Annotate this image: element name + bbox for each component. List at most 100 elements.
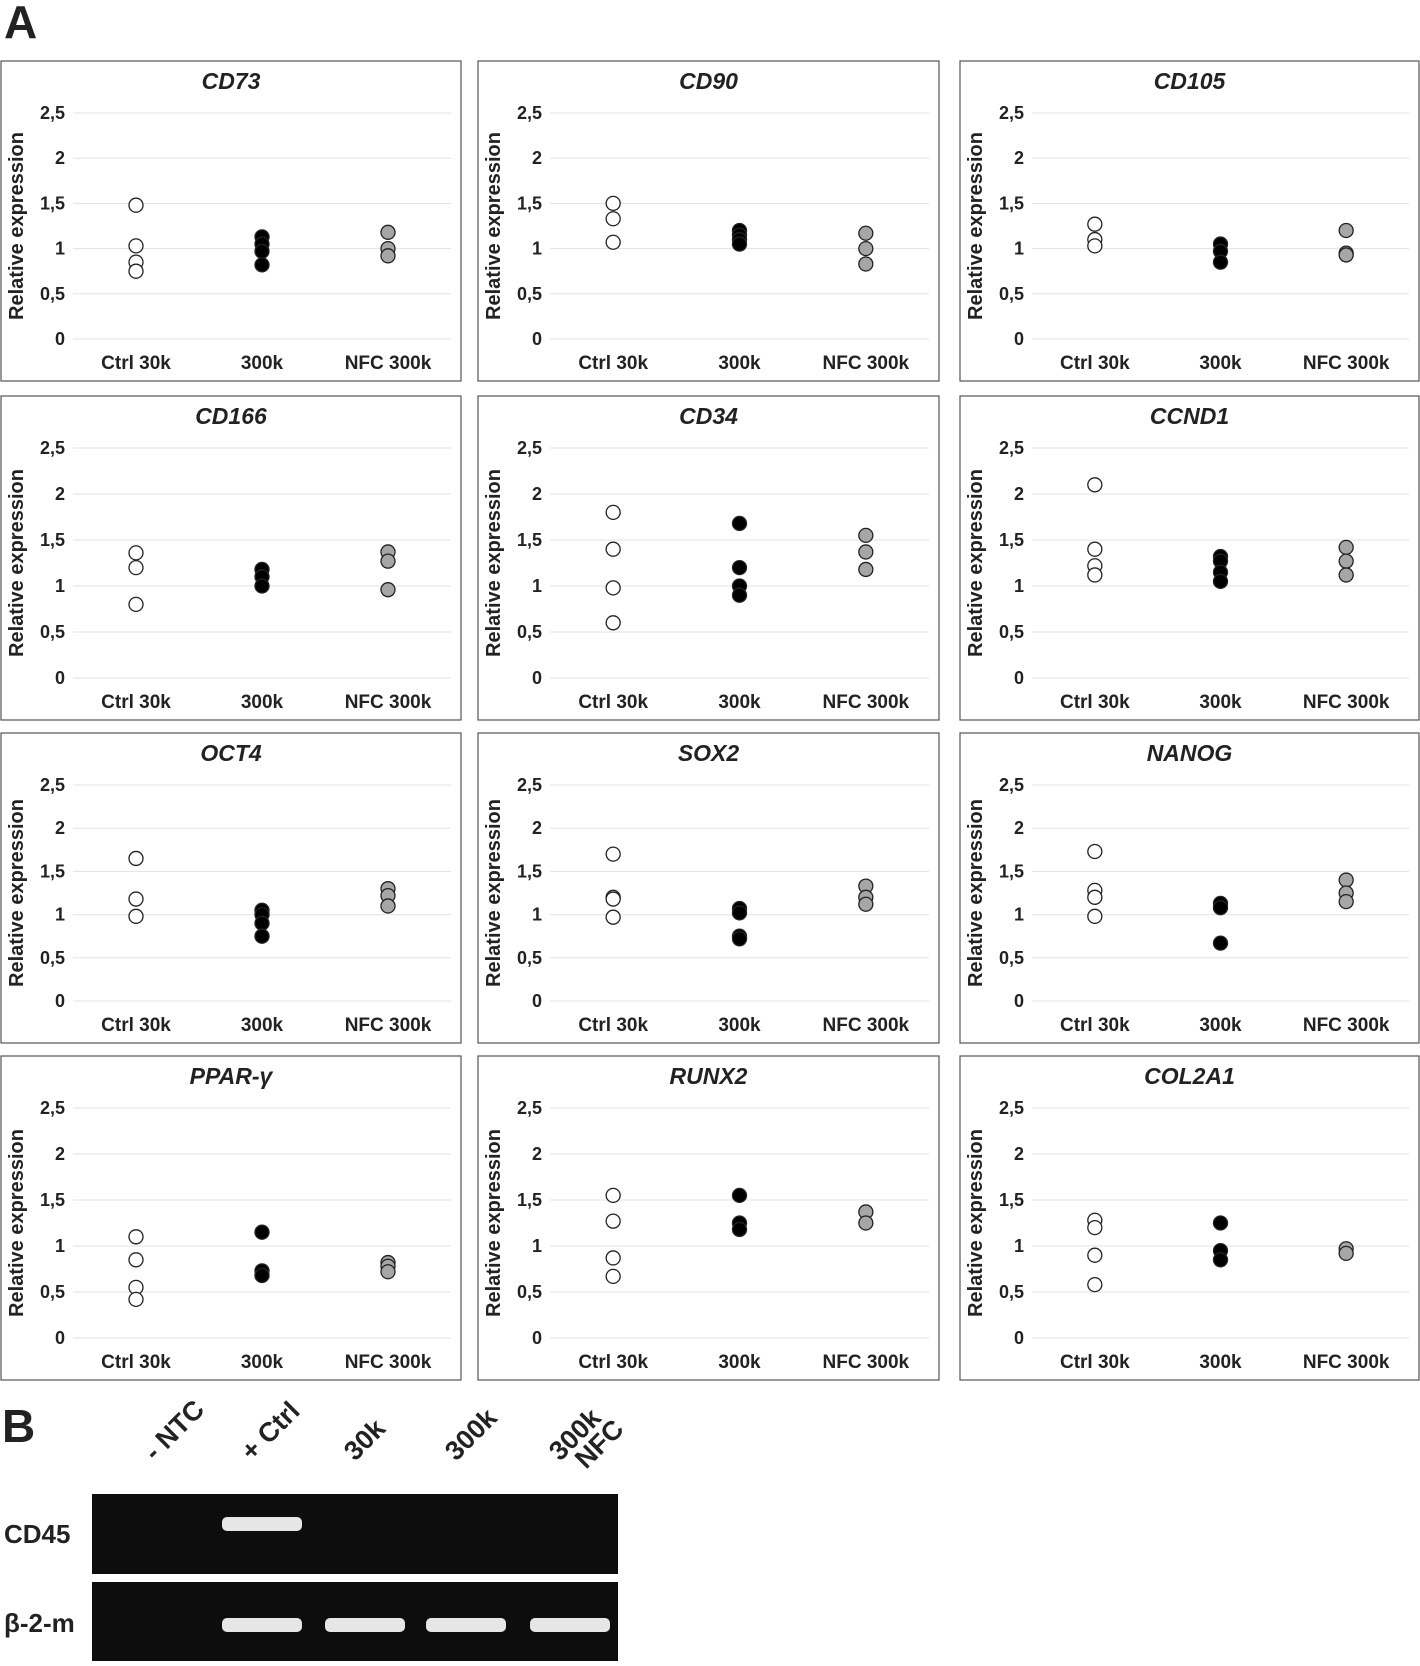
lane-label: 300k xyxy=(439,1402,503,1466)
y-tick-label: 0 xyxy=(55,991,65,1011)
data-point xyxy=(605,541,621,557)
y-tick-label: 1 xyxy=(55,1236,65,1256)
data-point xyxy=(731,587,748,603)
y-tick-label: 1 xyxy=(1014,576,1024,596)
panel-frame xyxy=(0,60,462,382)
gel-strip xyxy=(92,1494,618,1574)
data-point xyxy=(731,1187,748,1204)
data-point xyxy=(858,225,874,241)
data-point xyxy=(731,1221,748,1238)
data-point xyxy=(1212,1252,1229,1268)
y-tick-label: 1 xyxy=(55,239,65,259)
chart-title: CD105 xyxy=(1154,68,1227,94)
data-point xyxy=(1087,216,1103,232)
data-point xyxy=(128,596,144,613)
chart-title: CCND1 xyxy=(1150,403,1229,429)
x-tick-label: NFC 300k xyxy=(823,353,910,374)
x-tick-label: 300k xyxy=(241,353,284,374)
data-point xyxy=(731,559,748,576)
y-tick-label: 1,5 xyxy=(517,193,542,213)
y-tick-label: 1 xyxy=(1014,1236,1024,1256)
data-point xyxy=(605,1213,621,1229)
data-point xyxy=(1338,539,1354,556)
data-point xyxy=(1087,477,1103,493)
x-tick-label: NFC 300k xyxy=(1303,1015,1390,1036)
data-point xyxy=(1087,567,1103,583)
x-tick-label: 300k xyxy=(1199,1352,1242,1373)
y-axis-label: Relative expression xyxy=(6,132,28,320)
y-axis-label: Relative expression xyxy=(965,132,987,320)
y-axis-label: Relative expression xyxy=(483,1129,505,1317)
y-tick-label: 2 xyxy=(532,484,542,504)
y-tick-label: 2 xyxy=(1014,148,1024,168)
chart-title: OCT4 xyxy=(200,740,262,766)
x-tick-label: NFC 300k xyxy=(1303,692,1390,713)
x-tick-label: Ctrl 30k xyxy=(101,1352,171,1373)
x-tick-label: NFC 300k xyxy=(345,1352,432,1373)
y-tick-label: 0,5 xyxy=(999,1282,1024,1302)
data-point xyxy=(128,1252,144,1268)
y-axis-label: Relative expression xyxy=(6,1129,28,1317)
y-tick-label: 1 xyxy=(532,905,542,925)
y-tick-label: 2,5 xyxy=(999,775,1024,795)
data-point xyxy=(254,928,270,944)
data-point xyxy=(1338,567,1354,583)
data-point xyxy=(1087,889,1103,905)
y-tick-label: 0,5 xyxy=(517,622,542,642)
data-point xyxy=(1212,254,1229,270)
y-axis-label: Relative expression xyxy=(483,799,505,987)
x-tick-label: NFC 300k xyxy=(1303,1352,1390,1373)
y-tick-label: 2,5 xyxy=(40,103,65,123)
y-tick-label: 0,5 xyxy=(40,1282,65,1302)
y-tick-label: 1 xyxy=(55,905,65,925)
y-tick-label: 2,5 xyxy=(517,438,542,458)
data-point xyxy=(254,578,270,594)
y-tick-label: 0 xyxy=(55,1328,65,1348)
y-tick-label: 1,5 xyxy=(40,193,65,213)
x-tick-label: 300k xyxy=(718,1015,761,1036)
x-tick-label: 300k xyxy=(718,692,761,713)
data-point xyxy=(128,559,144,576)
y-tick-label: 1,5 xyxy=(517,1190,542,1210)
x-tick-label: 300k xyxy=(1199,1015,1242,1036)
y-tick-label: 0,5 xyxy=(999,622,1024,642)
data-point xyxy=(1212,573,1229,590)
data-point xyxy=(1212,900,1229,916)
data-point xyxy=(858,256,874,272)
lane-label: + Ctrl xyxy=(235,1396,306,1467)
x-tick-label: 300k xyxy=(241,1352,284,1373)
data-point xyxy=(858,561,874,578)
y-tick-label: 0,5 xyxy=(40,622,65,642)
chart-title: PPAR-γ xyxy=(190,1063,274,1089)
y-tick-label: 1,5 xyxy=(999,193,1024,213)
data-point xyxy=(380,248,396,264)
data-point xyxy=(128,197,144,213)
panel-frame xyxy=(0,1055,462,1381)
data-point xyxy=(858,240,874,257)
gel-band xyxy=(222,1517,302,1531)
y-tick-label: 0,5 xyxy=(40,284,65,304)
data-point xyxy=(1338,872,1354,888)
panel-frame xyxy=(477,60,940,382)
data-point xyxy=(1338,1245,1354,1262)
data-point xyxy=(858,544,874,560)
x-tick-label: NFC 300k xyxy=(823,692,910,713)
x-tick-label: Ctrl 30k xyxy=(578,353,648,374)
data-point xyxy=(1338,893,1354,910)
y-tick-label: 1 xyxy=(532,1236,542,1256)
chart-title: CD166 xyxy=(195,403,267,429)
x-tick-label: Ctrl 30k xyxy=(578,1352,648,1373)
data-point xyxy=(605,891,621,907)
data-point xyxy=(605,211,621,227)
data-point xyxy=(1338,553,1354,569)
y-axis-label: Relative expression xyxy=(6,799,28,987)
data-point xyxy=(731,905,748,921)
y-tick-label: 2,5 xyxy=(999,438,1024,458)
data-point xyxy=(254,1267,270,1284)
data-point xyxy=(128,908,144,924)
data-point xyxy=(858,1215,874,1231)
data-point xyxy=(731,515,748,532)
x-tick-label: Ctrl 30k xyxy=(1060,353,1130,374)
y-tick-label: 2 xyxy=(532,818,542,838)
